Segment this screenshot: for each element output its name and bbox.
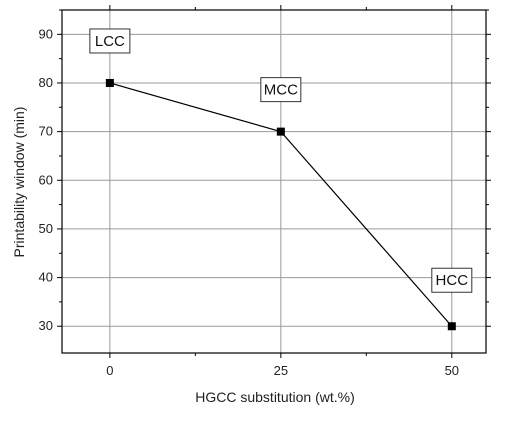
data-series (105, 78, 456, 331)
annotations: LCC MCC HCC (89, 28, 473, 293)
axis-ticks: 30 40 50 60 70 80 90 0 25 50 (39, 5, 491, 378)
y-tick-label: 60 (39, 172, 53, 187)
x-tick-label: 50 (445, 363, 459, 378)
annotation-label: MCC (264, 82, 298, 99)
y-tick-label: 80 (39, 75, 53, 90)
data-point-marker (447, 322, 456, 331)
x-tick-label: 25 (274, 363, 288, 378)
annotation-label: LCC (95, 33, 125, 50)
y-tick-label: 70 (39, 124, 53, 139)
annotation-box (260, 77, 302, 103)
y-axis-title: Printability window (min) (11, 107, 27, 258)
annotation-box (89, 28, 131, 54)
plot-area-frame (61, 9, 487, 354)
x-tick-label: 0 (106, 363, 113, 378)
annotation-box (431, 267, 473, 293)
y-tick-label: 30 (39, 318, 53, 333)
data-point-marker (105, 78, 114, 87)
grid (62, 10, 486, 353)
annotation-label: HCC (436, 272, 469, 289)
x-axis-title: HGCC substitution (wt.%) (195, 389, 354, 405)
y-tick-label: 90 (39, 26, 53, 41)
data-point-marker (276, 127, 285, 136)
y-tick-label: 40 (39, 270, 53, 285)
y-tick-label: 50 (39, 221, 53, 236)
